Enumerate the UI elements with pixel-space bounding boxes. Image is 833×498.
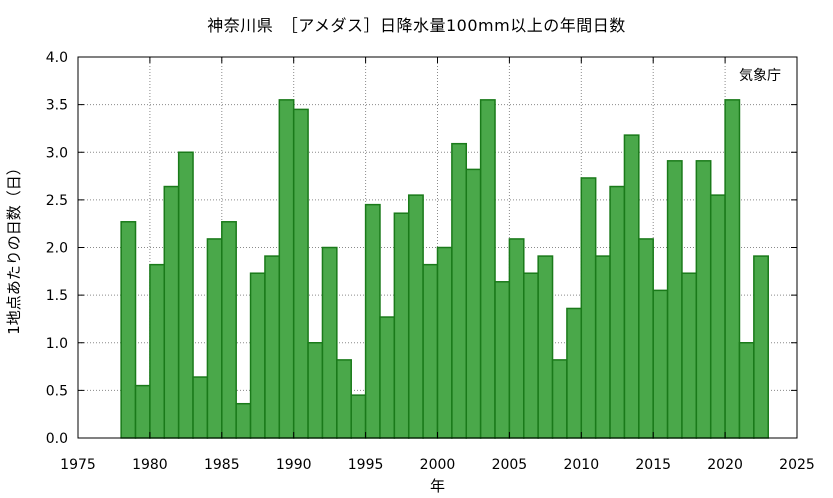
bar xyxy=(177,151,194,439)
bar xyxy=(638,238,654,439)
y-tick-label: 1.5 xyxy=(46,288,68,304)
bar xyxy=(134,384,151,439)
bar xyxy=(221,221,237,439)
bar xyxy=(738,342,755,439)
bar xyxy=(551,359,568,439)
bar xyxy=(149,263,166,439)
bar xyxy=(163,185,180,439)
bar xyxy=(666,160,683,439)
bar xyxy=(307,342,324,439)
y-tick-label: 2.5 xyxy=(46,193,68,209)
x-tick-label: 1985 xyxy=(204,457,240,473)
bar xyxy=(709,194,726,439)
x-axis-title: 年 xyxy=(430,477,445,495)
x-tick-label: 1995 xyxy=(348,457,384,473)
bar xyxy=(350,394,367,439)
y-axis-title: 1地点あたりの日数（日） xyxy=(5,160,23,335)
bar xyxy=(465,168,482,439)
y-tick-label: 2.0 xyxy=(46,241,68,257)
bar xyxy=(192,376,209,439)
bar xyxy=(580,177,597,439)
bar xyxy=(623,134,640,439)
bar xyxy=(120,221,137,439)
y-tick-label: 3.0 xyxy=(46,145,68,161)
bar xyxy=(264,255,281,439)
bar xyxy=(278,99,295,439)
y-tick-label: 0.0 xyxy=(46,431,68,447)
chart-title: 神奈川県 ［アメダス］日降水量100mm以上の年間日数 xyxy=(207,16,626,35)
axis-ticks: 1975 1980 1985 1990 1995 2000 2005 2010 2015 2020… xyxy=(46,50,815,473)
x-tick-label: 2010 xyxy=(563,457,599,473)
bar xyxy=(594,255,611,439)
bar xyxy=(292,108,309,439)
bar xyxy=(479,99,496,439)
bars xyxy=(120,99,769,439)
bar xyxy=(652,289,669,439)
x-tick-label: 1990 xyxy=(276,457,312,473)
bar xyxy=(753,255,769,439)
bar xyxy=(235,402,252,439)
bar xyxy=(537,255,554,439)
bar xyxy=(249,272,266,439)
x-tick-label: 1980 xyxy=(132,457,168,473)
source-annotation: 気象庁 xyxy=(739,68,781,84)
bar xyxy=(724,99,741,439)
bar xyxy=(566,307,583,439)
bar xyxy=(321,246,338,439)
bar xyxy=(422,263,439,439)
bar xyxy=(436,246,453,439)
bar xyxy=(206,238,223,439)
x-tick-label: 2005 xyxy=(492,457,528,473)
bar xyxy=(695,160,712,439)
x-tick-label: 2000 xyxy=(420,457,456,473)
x-tick-label: 1975 xyxy=(60,457,96,473)
bar xyxy=(451,142,468,439)
bar xyxy=(364,203,381,439)
bar xyxy=(609,185,626,439)
bar xyxy=(494,281,511,439)
x-tick-label: 2020 xyxy=(707,457,743,473)
bar xyxy=(393,212,410,439)
bar xyxy=(379,316,396,439)
x-tick-label: 2025 xyxy=(779,457,815,473)
y-tick-label: 3.5 xyxy=(46,98,68,114)
y-tick-label: 1.0 xyxy=(46,336,68,352)
bar xyxy=(508,238,525,439)
x-tick-label: 2015 xyxy=(635,457,671,473)
bar xyxy=(336,359,352,439)
y-tick-label: 4.0 xyxy=(46,50,68,66)
bar xyxy=(407,194,424,439)
bar xyxy=(681,272,698,439)
y-tick-label: 0.5 xyxy=(46,383,68,399)
bar xyxy=(523,272,539,439)
